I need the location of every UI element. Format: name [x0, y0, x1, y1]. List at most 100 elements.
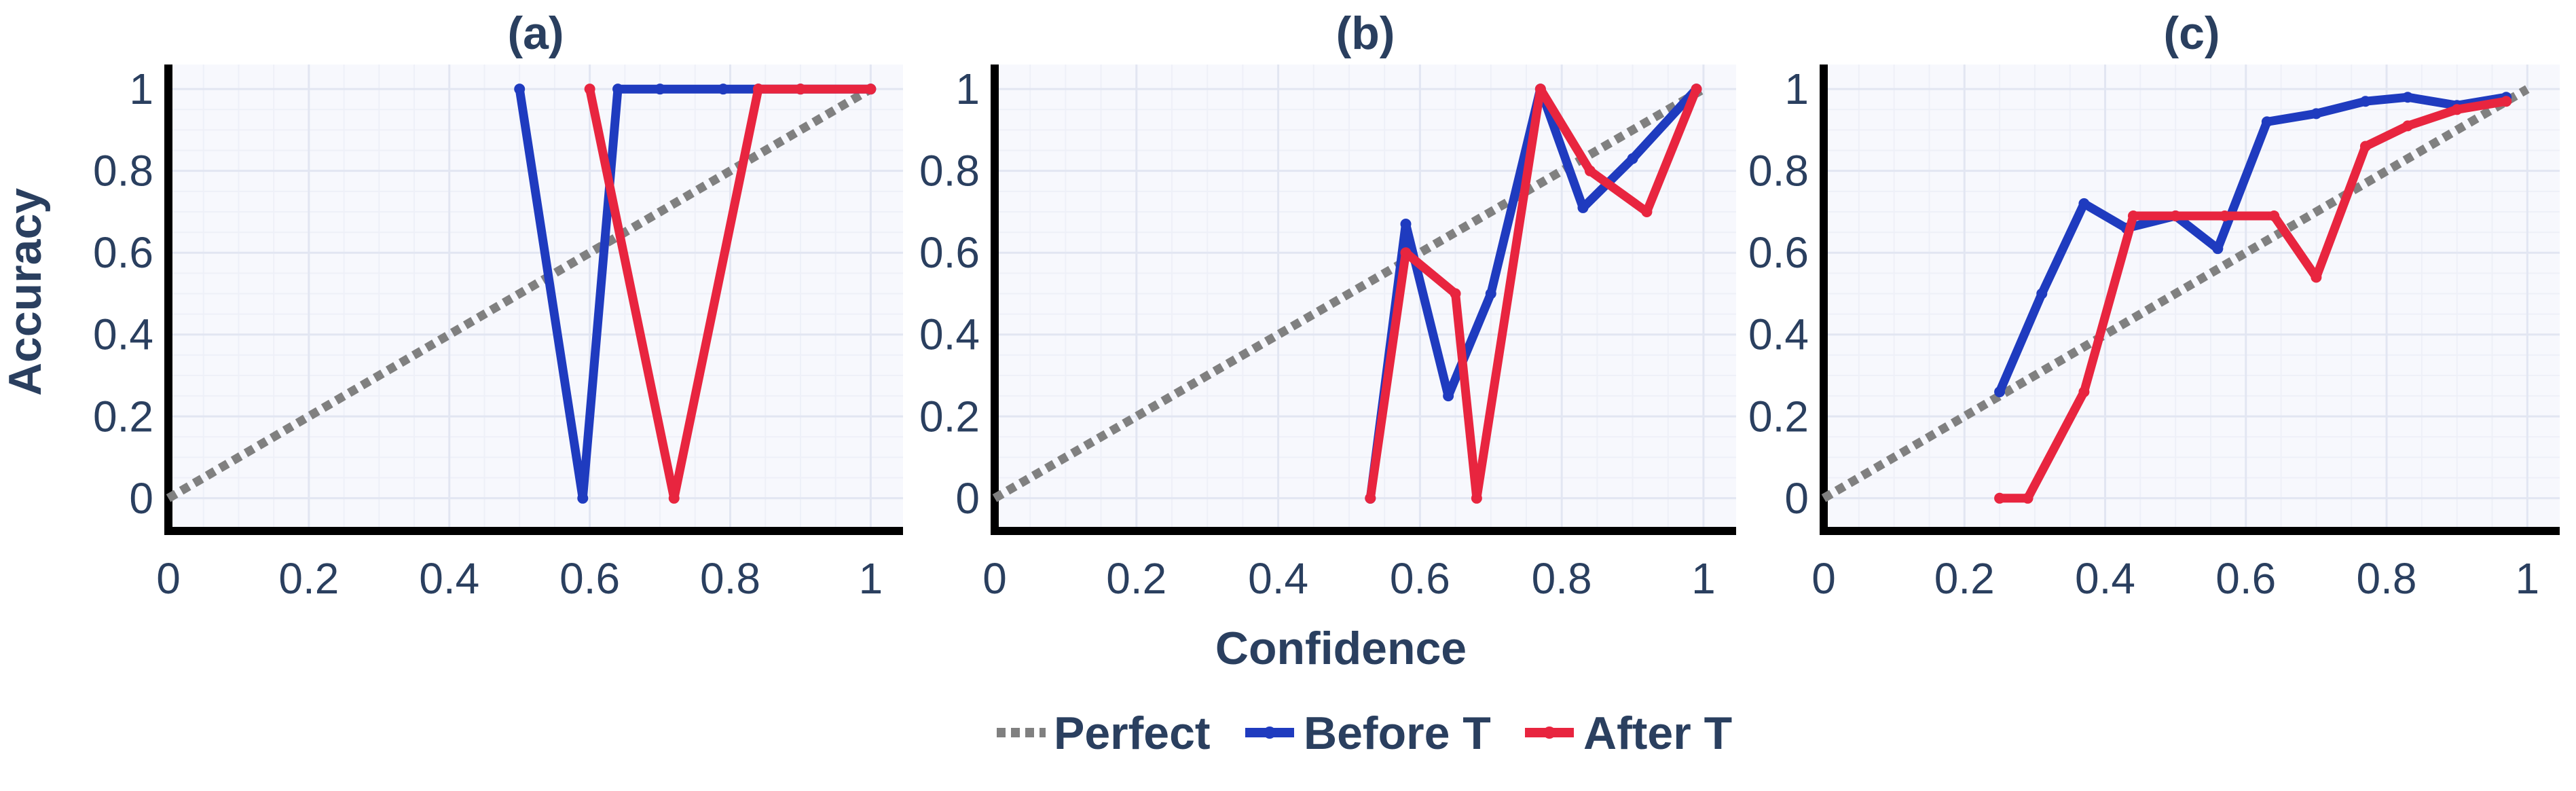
- data-point-after: [584, 84, 595, 95]
- data-point-before: [2402, 92, 2414, 103]
- y-tick-label: 0: [1784, 474, 1809, 523]
- y-tick-label: 0.4: [1748, 310, 1809, 359]
- x-tick-label: 1: [859, 554, 883, 603]
- panel-2: 00 0.2 0.2 0.4 0.4 0.6 0.6 0.8 0.8 1 1 (b): [919, 7, 1736, 603]
- data-point-before: [2261, 116, 2273, 128]
- data-point-before: [1994, 386, 2006, 398]
- data-point-before: [577, 492, 589, 504]
- y-tick-label: 0: [955, 474, 980, 523]
- y-tick-label: 1: [1784, 65, 1809, 113]
- x-axis-title: Confidence: [1215, 623, 1467, 674]
- panel-3: 00 0.2 0.2 0.4 0.4 0.6 0.6 0.8 0.8 1 1 (c): [1748, 7, 2560, 603]
- y-tick-label: 0.4: [93, 310, 153, 359]
- data-point-after: [1400, 247, 1412, 259]
- x-tick-label: 0.4: [419, 554, 479, 603]
- series-line-before: [1365, 84, 1701, 503]
- legend-item-perfect: Perfect: [997, 707, 1211, 759]
- data-point-before: [655, 84, 666, 95]
- y-tick-label: 0.4: [919, 310, 980, 359]
- y-tick-label: 0.2: [919, 392, 980, 441]
- y-axis-title: Accuracy: [0, 188, 51, 396]
- data-point-after: [2022, 492, 2034, 504]
- data-point-after: [2501, 96, 2512, 107]
- series-line-perfect: [1821, 85, 2530, 502]
- data-point-before: [2078, 198, 2090, 209]
- panel-1: 00 0.2 0.2 0.4 0.4 0.6 0.6 0.8 0.8 1 1 (a): [93, 7, 903, 603]
- data-point-after: [1534, 84, 1546, 95]
- data-point-after: [865, 84, 877, 95]
- data-point-after: [668, 492, 680, 504]
- x-tick-label: 0.2: [1106, 554, 1166, 603]
- data-point-after: [2127, 210, 2139, 221]
- data-point-after: [794, 84, 806, 95]
- x-tick-label: 0: [982, 554, 1007, 603]
- x-tick-label: 0: [156, 554, 181, 603]
- data-point-after: [2359, 141, 2371, 152]
- data-point-before: [1627, 153, 1638, 164]
- y-tick-label: 0: [129, 474, 153, 523]
- plot-background: [995, 65, 1736, 531]
- y-tick-label: 1: [129, 65, 153, 113]
- legend-item-after: After T: [1525, 707, 1732, 759]
- data-point-before: [2212, 243, 2224, 255]
- data-point-after: [2451, 104, 2463, 115]
- panels: 000.20.20.40.40.60.60.80.811(a)000.20.20…: [93, 7, 2560, 603]
- data-point-after: [2078, 386, 2090, 398]
- y-tick-label: 0.8: [919, 147, 980, 196]
- legend: Perfect Before T After T: [997, 707, 1732, 759]
- x-tick-label: 0.2: [278, 554, 339, 603]
- data-point-after: [1994, 492, 2006, 504]
- data-point-before: [612, 84, 624, 95]
- data-point-before: [1443, 390, 1454, 402]
- data-point-after: [752, 84, 764, 95]
- data-point-before: [514, 84, 526, 95]
- y-tick-label: 1: [955, 65, 980, 113]
- data-point-before: [718, 84, 729, 95]
- panel-title: (b): [1336, 7, 1395, 59]
- x-tick-label: 0.8: [1532, 554, 1592, 603]
- panel-title: (a): [507, 7, 564, 59]
- data-point-before: [1577, 202, 1589, 213]
- data-point-after: [1691, 84, 1702, 95]
- legend-label-after: After T: [1583, 707, 1732, 759]
- x-tick-label: 0.4: [1248, 554, 1308, 603]
- series-line-after: [1995, 96, 2511, 503]
- data-point-after: [2170, 210, 2182, 221]
- series-line-after: [1365, 84, 1701, 503]
- data-point-before: [1485, 288, 1496, 299]
- x-tick-label: 0: [1811, 554, 1836, 603]
- series-line-perfect: [992, 85, 1706, 502]
- data-point-before: [2036, 288, 2048, 299]
- data-point-after: [2311, 272, 2322, 283]
- data-point-after: [2402, 120, 2414, 132]
- series-line-before: [1995, 92, 2511, 397]
- data-point-after: [1471, 492, 1482, 504]
- data-point-after: [2219, 210, 2230, 221]
- data-point-after: [1365, 492, 1376, 504]
- x-tick-label: 1: [2516, 554, 2540, 603]
- y-tick-label: 0.2: [1748, 392, 1809, 441]
- legend-label-before: Before T: [1304, 707, 1491, 759]
- legend-item-before: Before T: [1245, 707, 1491, 759]
- data-point-after: [2268, 210, 2280, 221]
- panel-title: (c): [2163, 7, 2220, 59]
- x-tick-label: 0.6: [2215, 554, 2276, 603]
- legend-label-perfect: Perfect: [1054, 707, 1211, 759]
- y-tick-label: 0.8: [93, 147, 153, 196]
- x-tick-label: 1: [1691, 554, 1716, 603]
- x-tick-label: 0.2: [1934, 554, 1995, 603]
- y-tick-label: 0.2: [93, 392, 153, 441]
- x-tick-label: 0.4: [2075, 554, 2135, 603]
- legend-marker-before: [1264, 726, 1276, 739]
- y-tick-label: 0.6: [919, 228, 980, 277]
- data-point-after: [1584, 165, 1596, 177]
- data-point-after: [1450, 288, 1461, 299]
- x-tick-label: 0.8: [2357, 554, 2417, 603]
- x-tick-label: 0.6: [559, 554, 620, 603]
- data-point-before: [1400, 219, 1412, 230]
- data-point-before: [2311, 108, 2322, 119]
- series-line-perfect: [166, 85, 873, 502]
- data-point-before: [2359, 96, 2371, 107]
- y-tick-label: 0.6: [93, 228, 153, 277]
